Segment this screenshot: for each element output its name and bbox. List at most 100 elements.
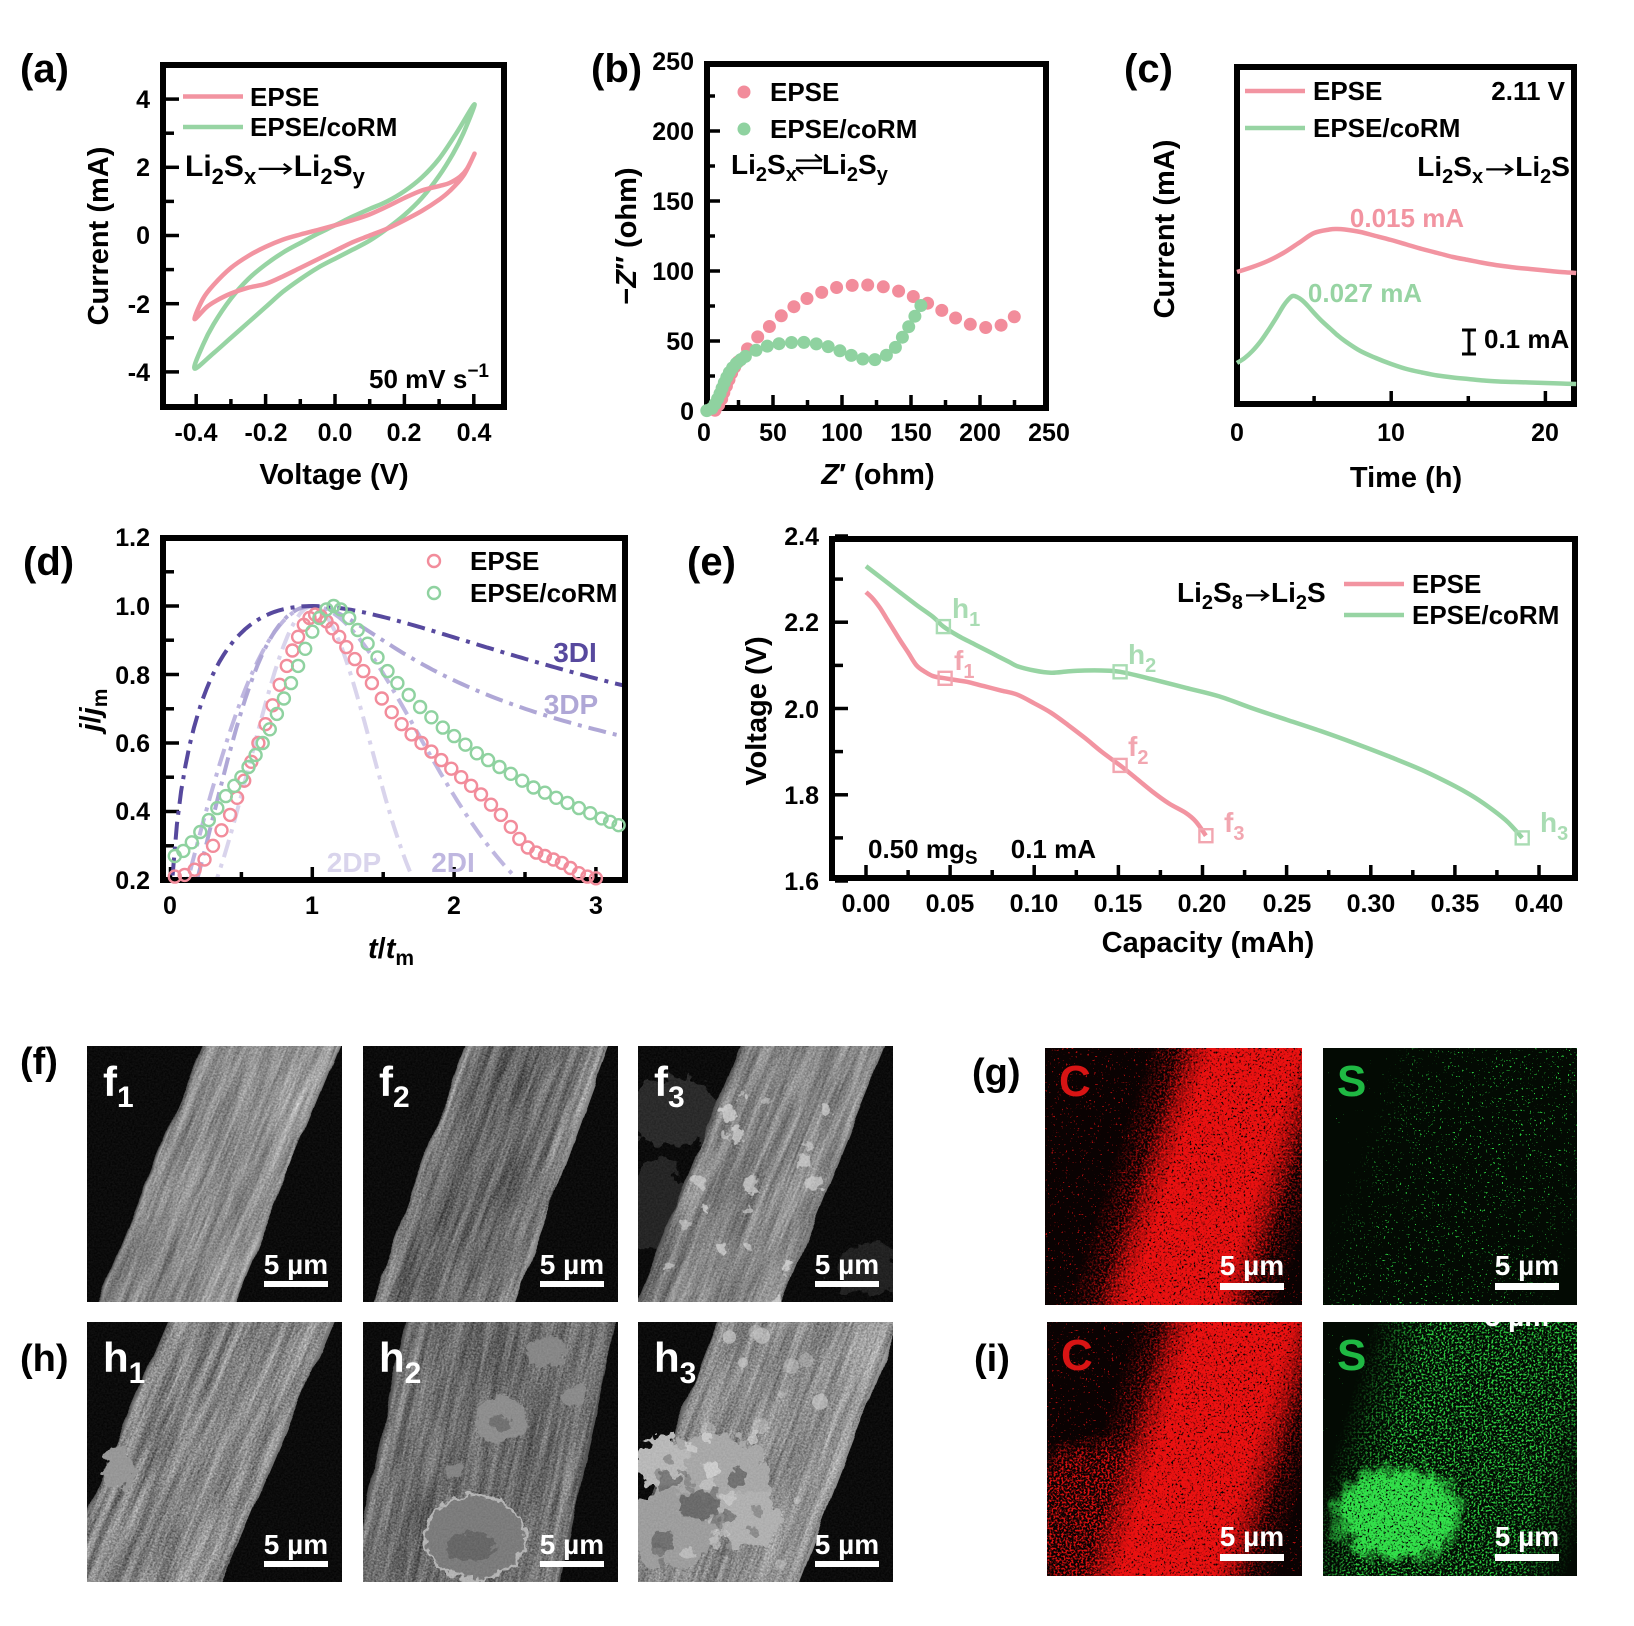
- svg-text:0: 0: [680, 398, 694, 426]
- svg-text:5 µm: 5 µm: [1220, 1521, 1284, 1552]
- svg-text:0.0: 0.0: [318, 419, 353, 447]
- svg-text:(a): (a): [20, 47, 69, 91]
- svg-text:0.30: 0.30: [1347, 890, 1396, 918]
- svg-text:Li2Sx: Li2Sx: [185, 150, 257, 189]
- svg-text:Voltage (V): Voltage (V): [259, 459, 408, 491]
- svg-text:2.2: 2.2: [784, 609, 819, 637]
- svg-text:Capacity (mAh): Capacity (mAh): [1102, 927, 1315, 959]
- svg-text:EPSE/coRM: EPSE/coRM: [470, 578, 617, 608]
- svg-text:0: 0: [136, 222, 150, 250]
- svg-text:5 µm: 5 µm: [1220, 1250, 1284, 1281]
- svg-text:250: 250: [1028, 419, 1070, 447]
- svg-text:5 µm: 5 µm: [815, 1529, 879, 1560]
- svg-text:50 mV s−1: 50 mV s−1: [369, 361, 489, 394]
- svg-text:(g): (g): [972, 1052, 1021, 1094]
- svg-text:0: 0: [697, 419, 711, 447]
- svg-text:5 µm: 5 µm: [540, 1529, 604, 1560]
- svg-text:−Z″ (ohm): −Z″ (ohm): [611, 167, 643, 304]
- svg-text:(c): (c): [1124, 47, 1173, 91]
- svg-text:200: 200: [959, 419, 1001, 447]
- svg-text:0.027 mA: 0.027 mA: [1308, 278, 1422, 308]
- svg-text:10: 10: [1377, 419, 1405, 447]
- svg-text:Time (h): Time (h): [1350, 462, 1462, 494]
- svg-text:0.40: 0.40: [1515, 890, 1564, 918]
- svg-text:0.20: 0.20: [1178, 890, 1227, 918]
- svg-text:(h): (h): [20, 1338, 69, 1380]
- svg-text:EPSE: EPSE: [770, 77, 839, 107]
- svg-text:5 µm: 5 µm: [1495, 1521, 1559, 1552]
- svg-text:0: 0: [163, 892, 177, 920]
- svg-text:150: 150: [652, 188, 694, 216]
- svg-text:-2: -2: [128, 291, 150, 319]
- svg-text:0.2: 0.2: [115, 867, 150, 895]
- svg-text:4: 4: [136, 86, 150, 114]
- svg-text:2: 2: [447, 892, 461, 920]
- svg-text:C: C: [1059, 1057, 1091, 1106]
- svg-text:f2: f2: [379, 1058, 410, 1114]
- svg-text:t/tm: t/tm: [368, 933, 414, 970]
- svg-text:Current (mA): Current (mA): [1149, 140, 1181, 319]
- svg-text:100: 100: [821, 419, 863, 447]
- svg-text:Li2S: Li2S: [1271, 577, 1326, 614]
- svg-text:EPSE: EPSE: [1313, 76, 1382, 106]
- svg-text:200: 200: [652, 118, 694, 146]
- svg-text:2.11 V: 2.11 V: [1491, 76, 1565, 106]
- svg-text:150: 150: [890, 419, 932, 447]
- svg-text:2: 2: [136, 154, 150, 182]
- svg-text:3DI: 3DI: [553, 637, 597, 668]
- svg-text:0: 0: [1230, 419, 1244, 447]
- svg-text:Current (mA): Current (mA): [83, 147, 115, 326]
- svg-text:Li2Sx: Li2Sx: [1417, 151, 1483, 188]
- svg-text:EPSE/coRM: EPSE/coRM: [1313, 113, 1460, 143]
- svg-text:50: 50: [759, 419, 787, 447]
- svg-text:j/jm: j/jm: [75, 689, 112, 736]
- svg-text:1.8: 1.8: [784, 782, 819, 810]
- svg-text:1: 1: [305, 892, 319, 920]
- svg-text:EPSE: EPSE: [1412, 569, 1481, 599]
- svg-text:-4: -4: [128, 359, 150, 387]
- svg-text:h3: h3: [654, 1334, 696, 1390]
- svg-text:0.1 mA: 0.1 mA: [1484, 324, 1569, 354]
- svg-text:0.15: 0.15: [1094, 890, 1143, 918]
- svg-text:Li2Sy: Li2Sy: [822, 149, 889, 186]
- svg-text:EPSE: EPSE: [250, 82, 319, 112]
- svg-text:0.35: 0.35: [1431, 890, 1480, 918]
- svg-text:Li2Sy: Li2Sy: [294, 150, 366, 189]
- svg-text:(d): (d): [23, 540, 74, 584]
- svg-text:EPSE: EPSE: [470, 546, 539, 576]
- svg-text:5 µm: 5 µm: [264, 1249, 328, 1280]
- svg-text:0.00: 0.00: [842, 890, 891, 918]
- svg-text:0.25: 0.25: [1263, 890, 1312, 918]
- svg-text:(e): (e): [687, 540, 736, 584]
- svg-text:5 µm: 5 µm: [1495, 1250, 1559, 1281]
- svg-text:2.0: 2.0: [784, 696, 819, 724]
- svg-text:C: C: [1061, 1331, 1093, 1380]
- svg-text:5 µm: 5 µm: [1485, 1301, 1549, 1332]
- svg-text:Voltage (V): Voltage (V): [741, 636, 773, 785]
- svg-text:1.0: 1.0: [115, 593, 150, 621]
- svg-text:Li2Sx: Li2Sx: [731, 149, 797, 186]
- svg-text:0.8: 0.8: [115, 662, 150, 690]
- svg-text:3DP: 3DP: [544, 689, 598, 720]
- svg-text:(b): (b): [591, 47, 642, 91]
- svg-text:0.6: 0.6: [115, 730, 150, 758]
- svg-text:0.4: 0.4: [457, 419, 492, 447]
- svg-text:(i): (i): [974, 1338, 1010, 1380]
- svg-text:EPSE/coRM: EPSE/coRM: [770, 114, 917, 144]
- svg-text:5 µm: 5 µm: [815, 1249, 879, 1280]
- svg-text:50: 50: [666, 328, 694, 356]
- svg-text:0.50 mgS 0.1 mA: 0.50 mgS 0.1 mA: [868, 834, 1096, 869]
- svg-text:S: S: [1337, 1331, 1366, 1380]
- svg-text:EPSE/coRM: EPSE/coRM: [250, 112, 397, 142]
- svg-text:1.6: 1.6: [784, 868, 819, 896]
- svg-text:-0.4: -0.4: [174, 419, 217, 447]
- svg-text:Z′ (ohm): Z′ (ohm): [820, 459, 934, 491]
- svg-text:3: 3: [589, 892, 603, 920]
- svg-text:S: S: [1337, 1057, 1366, 1106]
- svg-text:2DP: 2DP: [327, 847, 381, 878]
- svg-text:250: 250: [652, 48, 694, 76]
- svg-text:Li2S: Li2S: [1515, 151, 1570, 188]
- svg-text:5 µm: 5 µm: [264, 1529, 328, 1560]
- svg-text:0.4: 0.4: [115, 798, 150, 826]
- svg-text:2DI: 2DI: [431, 847, 475, 878]
